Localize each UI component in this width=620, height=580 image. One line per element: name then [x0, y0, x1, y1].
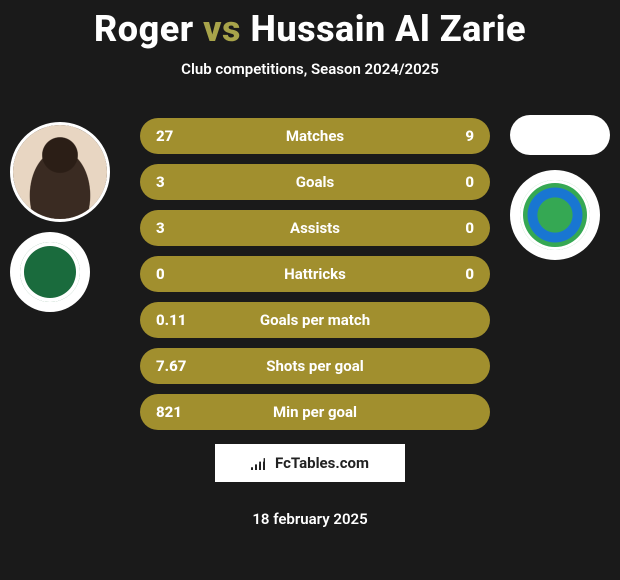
stat-right-value: 0	[434, 265, 474, 283]
stat-row: 821 Min per goal	[140, 394, 490, 430]
stat-left-value: 0	[156, 265, 196, 283]
player1-name: Roger	[94, 8, 194, 50]
stat-label: Min per goal	[273, 403, 357, 421]
shield-icon	[20, 242, 80, 302]
stat-row: 0 Hattricks 0	[140, 256, 490, 292]
stat-left-value: 821	[156, 403, 196, 421]
stat-right-value: 0	[434, 219, 474, 237]
stat-left-value: 3	[156, 173, 196, 191]
stat-row: 7.67 Shots per goal	[140, 348, 490, 384]
shield-icon	[520, 180, 590, 250]
stat-left-value: 0.11	[156, 311, 196, 329]
stat-label: Goals	[296, 173, 334, 191]
stat-row: 3 Goals 0	[140, 164, 490, 200]
player1-club-crest	[10, 232, 90, 312]
player2-club-crest	[510, 170, 600, 260]
stat-row: 0.11 Goals per match	[140, 302, 490, 338]
stat-label: Shots per goal	[266, 357, 363, 375]
player2-avatar	[510, 115, 610, 155]
title-separator: vs	[203, 8, 241, 50]
subtitle: Club competitions, Season 2024/2025	[0, 60, 620, 78]
stats-bars: 27 Matches 9 3 Goals 0 3 Assists 0 0 Hat…	[140, 118, 490, 440]
person-icon	[13, 125, 107, 219]
stat-row: 3 Assists 0	[140, 210, 490, 246]
stat-left-value: 7.67	[156, 357, 196, 375]
footer-date: 18 february 2025	[252, 510, 367, 528]
player2-name: Hussain Al Zarie	[250, 8, 526, 50]
right-avatars	[510, 115, 610, 260]
stat-left-value: 3	[156, 219, 196, 237]
stat-label: Assists	[290, 219, 340, 237]
left-avatars	[10, 122, 110, 312]
stat-label: Matches	[286, 127, 344, 145]
footer-brand-text: FcTables.com	[275, 454, 369, 472]
stat-right-value: 0	[434, 173, 474, 191]
player1-avatar	[10, 122, 110, 222]
footer-brand: FcTables.com	[215, 444, 405, 482]
stat-label: Hattricks	[284, 265, 346, 283]
stat-right-value: 9	[434, 127, 474, 145]
stat-left-value: 27	[156, 127, 196, 145]
comparison-title: Roger vs Hussain Al Zarie	[0, 0, 620, 50]
chart-bars-icon	[251, 456, 269, 470]
stat-row: 27 Matches 9	[140, 118, 490, 154]
stat-label: Goals per match	[260, 311, 370, 329]
